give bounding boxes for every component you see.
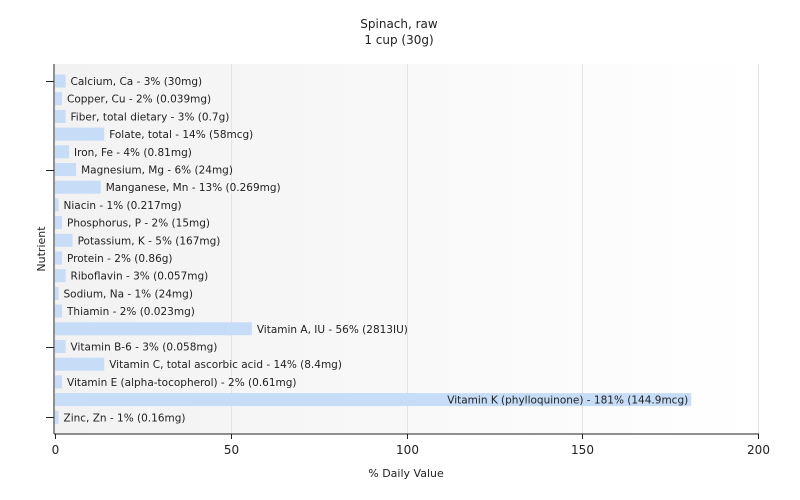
bar-labels: Calcium, Ca - 3% (30mg) Copper, Cu - 2% (… bbox=[64, 76, 689, 424]
bar bbox=[55, 340, 66, 353]
bar bbox=[55, 233, 73, 247]
bar-label: Fiber, total dietary - 3% (0.7g) bbox=[71, 111, 230, 123]
bar-label: Calcium, Ca - 3% (30mg) bbox=[71, 76, 203, 88]
bar bbox=[55, 410, 59, 424]
bar-label: Protein - 2% (0.86g) bbox=[67, 253, 173, 265]
bar bbox=[55, 216, 63, 230]
x-tick-label: 50 bbox=[224, 443, 239, 457]
bar-label: Riboflavin - 3% (0.057mg) bbox=[71, 271, 209, 283]
bar bbox=[55, 127, 105, 141]
bar bbox=[55, 286, 59, 300]
bar bbox=[55, 109, 66, 123]
bar-label: Vitamin C, total ascorbic acid - 14% (8.… bbox=[109, 359, 342, 371]
bar bbox=[55, 74, 66, 88]
bar bbox=[55, 269, 66, 283]
bar bbox=[55, 198, 59, 212]
bar-label: Manganese, Mn - 13% (0.269mg) bbox=[106, 182, 281, 194]
bar-label: Potassium, K - 5% (167mg) bbox=[78, 235, 221, 247]
bar bbox=[55, 92, 63, 106]
bar bbox=[55, 145, 70, 159]
bar-label: Phosphorus, P - 2% (15mg) bbox=[67, 218, 210, 230]
bar-label: Vitamin K (phylloquinone) - 181% (144.9m… bbox=[447, 395, 688, 407]
bar-label: Iron, Fe - 4% (0.81mg) bbox=[74, 147, 192, 159]
bar bbox=[55, 322, 252, 336]
chart-title: Spinach, raw bbox=[360, 17, 438, 31]
bar bbox=[55, 304, 63, 318]
bar-label: Vitamin B-6 - 3% (0.058mg) bbox=[71, 342, 218, 354]
x-axis-title: % Daily Value bbox=[368, 467, 444, 480]
bar bbox=[55, 393, 692, 407]
bar bbox=[55, 163, 77, 176]
plot-background bbox=[55, 64, 758, 434]
bar bbox=[55, 180, 101, 194]
y-axis-title: Nutrient bbox=[35, 226, 48, 272]
bars bbox=[55, 74, 692, 424]
bar-label: Zinc, Zn - 1% (0.16mg) bbox=[64, 412, 186, 424]
bar-label: Copper, Cu - 2% (0.039mg) bbox=[67, 94, 211, 106]
bar bbox=[55, 357, 105, 371]
x-tick-label: 0 bbox=[52, 443, 60, 457]
bar-label: Sodium, Na - 1% (24mg) bbox=[64, 288, 193, 300]
x-tick-label: 200 bbox=[747, 443, 770, 457]
y-axis-ticks bbox=[46, 81, 54, 418]
bar-label: Magnesium, Mg - 6% (24mg) bbox=[81, 165, 233, 177]
x-tick-label: 150 bbox=[571, 443, 594, 457]
bar-label: Folate, total - 14% (58mcg) bbox=[109, 129, 253, 141]
bar-label: Niacin - 1% (0.217mg) bbox=[64, 200, 182, 212]
bar bbox=[55, 251, 63, 265]
chart-subtitle: 1 cup (30g) bbox=[364, 33, 433, 47]
bar-label: Vitamin E (alpha-tocopherol) - 2% (0.61m… bbox=[67, 377, 297, 389]
bar-label: Vitamin A, IU - 56% (2813IU) bbox=[257, 324, 408, 336]
x-tick-label: 100 bbox=[396, 443, 419, 457]
gridlines bbox=[231, 64, 759, 434]
x-axis-ticks: 0 50 100 150 200 bbox=[52, 434, 770, 457]
bar bbox=[55, 375, 63, 389]
bar-label: Thiamin - 2% (0.023mg) bbox=[66, 306, 195, 318]
